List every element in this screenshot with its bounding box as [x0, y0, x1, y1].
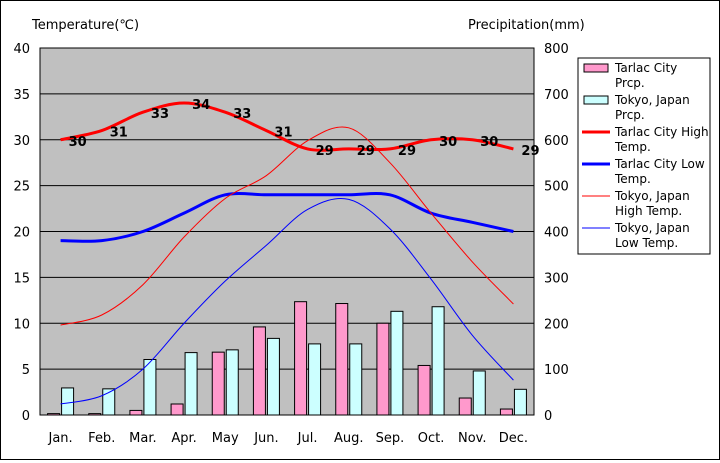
legend-label: Temp.	[614, 140, 651, 154]
data-label: 29	[357, 144, 375, 159]
tarlac-prcp-bar	[335, 303, 349, 416]
right-tick-label: 800	[544, 42, 569, 57]
tokyo-prcp-bar	[266, 337, 280, 416]
data-label: 30	[480, 135, 498, 150]
axes: 0510152025303540010020030040050060070080…	[13, 42, 568, 446]
tarlac-prcp-bar	[294, 301, 308, 416]
precipitation-bars	[47, 301, 527, 416]
left-tick-label: 0	[22, 409, 30, 424]
tarlac-prcp-bar	[129, 409, 143, 416]
x-tick-label: Jul.	[297, 431, 318, 446]
tarlac-prcp-bar	[170, 403, 184, 416]
left-tick-label: 40	[13, 42, 30, 57]
tokyo-prcp-bar	[472, 370, 486, 416]
x-tick-label: Mar.	[129, 431, 156, 446]
x-tick-label: Apr.	[171, 431, 196, 446]
legend-label: Low Temp.	[615, 236, 678, 250]
data-label: 30	[69, 135, 87, 150]
tarlac-prcp-bar	[252, 326, 266, 416]
data-label: 30	[439, 135, 457, 150]
left-tick-label: 25	[13, 180, 30, 195]
tarlac-prcp-bar	[376, 322, 390, 416]
left-axis-title: Temperature(℃)	[31, 18, 139, 33]
legend-label: Tarlac City	[614, 61, 677, 75]
tarlac-high-line	[60, 101, 514, 152]
legend-swatch	[583, 95, 609, 105]
tokyo-prcp-bar	[61, 387, 75, 416]
x-tick-label: Oct.	[418, 431, 445, 446]
tokyo-high-line	[60, 126, 514, 326]
x-tick-label: May	[212, 431, 239, 446]
left-tick-label: 5	[22, 363, 30, 378]
right-tick-label: 400	[544, 226, 569, 241]
legend-label: Prcp.	[615, 108, 645, 122]
left-tick-label: 30	[13, 134, 30, 149]
right-tick-label: 700	[544, 88, 569, 103]
tokyo-prcp-bar	[349, 343, 363, 416]
x-tick-label: Feb.	[88, 431, 115, 446]
tarlac-prcp-bar	[458, 397, 472, 416]
data-label: 29	[398, 144, 416, 159]
tokyo-prcp-bar	[102, 388, 116, 416]
tokyo-prcp-bar	[390, 310, 404, 416]
data-label: 33	[151, 107, 169, 122]
right-axis-title: Precipitation(mm)	[468, 18, 585, 33]
legend-label: Tokyo, Japan	[614, 221, 690, 235]
right-tick-label: 200	[544, 317, 569, 332]
data-label: 31	[274, 126, 292, 141]
left-tick-label: 35	[13, 88, 30, 103]
tarlac-prcp-bar	[417, 364, 431, 416]
right-tick-label: 100	[544, 363, 569, 378]
tokyo-low-line	[60, 198, 514, 405]
left-tick-label: 20	[13, 226, 30, 241]
legend-label: Tokyo, Japan	[614, 93, 690, 107]
left-tick-label: 10	[13, 317, 30, 332]
tokyo-prcp-bar	[431, 306, 445, 416]
right-tick-label: 0	[544, 409, 552, 424]
tarlac-prcp-bar	[211, 351, 225, 416]
legend-label: Tarlac City High	[614, 125, 709, 139]
x-tick-label: Nov.	[458, 431, 487, 446]
x-tick-label: Jan.	[47, 431, 72, 446]
x-tick-label: Dec.	[499, 431, 528, 446]
legend-label: Prcp.	[615, 76, 645, 90]
temperature-lines: 30 31 33 34 33 31 29 29 29 30 30 29	[60, 98, 540, 405]
legend-swatch	[583, 63, 609, 73]
x-tick-label: Aug.	[334, 431, 364, 446]
x-tick-label: Sep.	[376, 431, 405, 446]
data-label: 34	[192, 98, 210, 113]
tokyo-prcp-bar	[308, 343, 322, 416]
tarlac-low-line	[60, 191, 514, 243]
data-label: 29	[521, 144, 539, 159]
tarlac-prcp-bar	[47, 413, 61, 416]
x-tick-label: Jun.	[253, 431, 278, 446]
data-label: 31	[110, 126, 128, 141]
right-tick-label: 300	[544, 271, 569, 286]
legend-label: Tarlac City Low	[614, 157, 705, 171]
tokyo-prcp-bar	[513, 388, 527, 416]
legend-box	[577, 57, 711, 255]
legend-label: High Temp.	[615, 204, 682, 218]
right-tick-label: 500	[544, 180, 569, 195]
left-tick-label: 15	[13, 271, 30, 286]
tokyo-prcp-bar	[143, 358, 157, 416]
tarlac-prcp-bar	[499, 408, 513, 416]
tokyo-prcp-bar	[184, 352, 198, 416]
right-tick-label: 600	[544, 134, 569, 149]
legend-label: Tokyo, Japan	[614, 189, 690, 203]
data-label: 33	[233, 107, 251, 122]
tarlac-prcp-bar	[88, 413, 102, 416]
legend-label: Temp.	[614, 172, 651, 186]
tokyo-prcp-bar	[225, 349, 239, 416]
data-label: 29	[316, 144, 334, 159]
